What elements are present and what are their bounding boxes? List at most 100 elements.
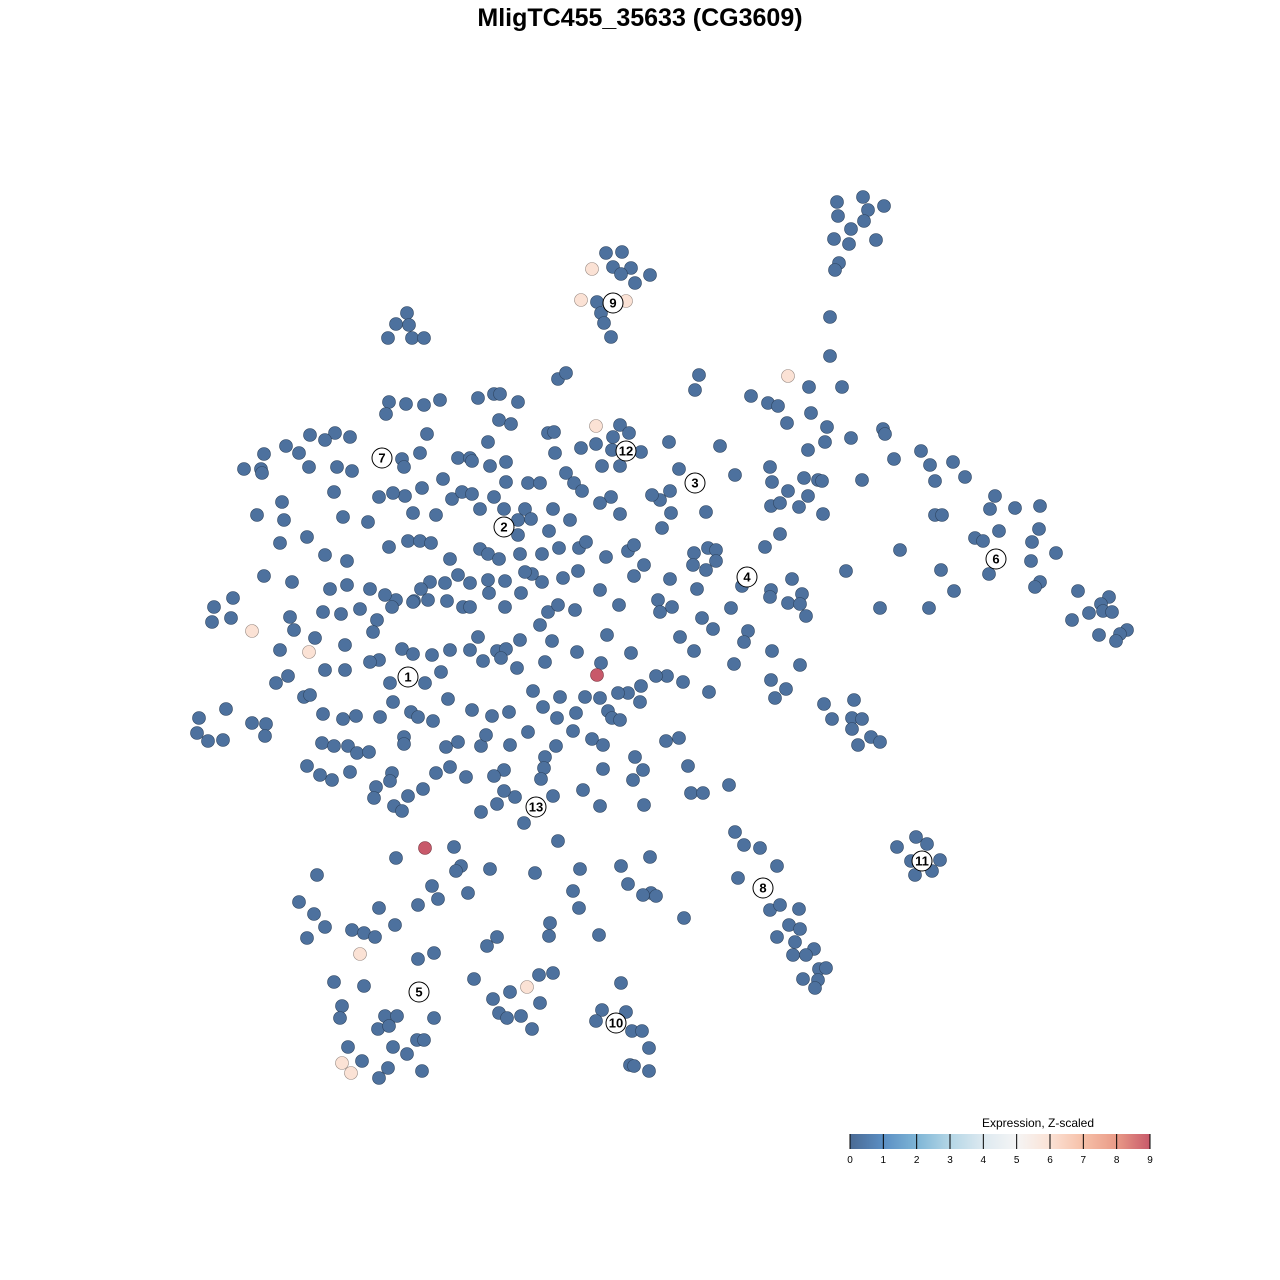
data-point xyxy=(451,568,465,582)
data-point xyxy=(285,575,299,589)
data-point xyxy=(713,439,727,453)
data-point xyxy=(613,459,627,473)
cluster-label-text: 2 xyxy=(500,520,507,535)
data-point xyxy=(857,214,871,228)
cluster-label-badge xyxy=(615,440,637,462)
data-point xyxy=(594,656,608,670)
data-point xyxy=(310,868,324,882)
data-point xyxy=(514,586,528,600)
data-point xyxy=(686,558,700,572)
data-point xyxy=(684,786,698,800)
data-point xyxy=(773,898,787,912)
data-point xyxy=(1032,522,1046,536)
data-point xyxy=(662,435,676,449)
data-point xyxy=(420,427,434,441)
data-point xyxy=(781,596,795,610)
data-point xyxy=(406,647,420,661)
cluster-label-badge xyxy=(605,1012,627,1034)
data-point xyxy=(593,496,607,510)
data-point xyxy=(433,393,447,407)
cluster-label-5: 5 xyxy=(408,981,430,1003)
data-point xyxy=(637,798,651,812)
data-point xyxy=(411,710,425,724)
data-point xyxy=(983,502,997,516)
data-point-high-expression xyxy=(245,624,259,638)
cluster-label-4: 4 xyxy=(736,566,758,588)
data-point xyxy=(563,513,577,527)
data-point xyxy=(785,572,799,586)
data-point xyxy=(308,631,322,645)
data-point xyxy=(397,460,411,474)
data-point xyxy=(514,1009,528,1023)
data-point xyxy=(269,676,283,690)
data-point xyxy=(424,536,438,550)
data-point xyxy=(283,610,297,624)
colorbar xyxy=(850,1134,1150,1149)
data-point xyxy=(1008,501,1022,515)
data-point xyxy=(504,417,518,431)
data-point xyxy=(367,791,381,805)
data-point xyxy=(830,195,844,209)
data-point xyxy=(765,644,779,658)
data-point xyxy=(649,889,663,903)
data-point xyxy=(389,851,403,865)
data-point xyxy=(349,709,363,723)
cluster-label-1: 1 xyxy=(397,666,419,688)
data-point xyxy=(604,330,618,344)
data-point xyxy=(328,426,342,440)
data-point xyxy=(350,746,364,760)
data-point xyxy=(443,643,457,657)
data-point xyxy=(255,466,269,480)
data-point xyxy=(851,738,865,752)
cluster-label-2: 2 xyxy=(493,516,515,538)
data-point xyxy=(946,455,960,469)
data-point xyxy=(672,462,686,476)
data-point xyxy=(1028,580,1042,594)
data-point xyxy=(765,475,779,489)
data-point xyxy=(771,399,785,413)
data-point xyxy=(386,695,400,709)
data-point xyxy=(257,447,271,461)
data-point xyxy=(934,563,948,577)
data-point-high-expression xyxy=(344,1066,358,1080)
data-point xyxy=(596,738,610,752)
cluster-label-10: 10 xyxy=(605,1012,627,1034)
data-point xyxy=(389,317,403,331)
data-point xyxy=(383,676,397,690)
data-point xyxy=(383,774,397,788)
data-point xyxy=(589,437,603,451)
data-point xyxy=(627,1059,641,1073)
data-point xyxy=(480,939,494,953)
data-point xyxy=(612,598,626,612)
data-point xyxy=(257,569,271,583)
data-point xyxy=(1024,554,1038,568)
data-point xyxy=(593,799,607,813)
data-point xyxy=(481,435,495,449)
data-point xyxy=(542,524,556,538)
data-point xyxy=(237,462,251,476)
data-point xyxy=(982,567,996,581)
data-point xyxy=(533,996,547,1010)
data-point xyxy=(499,475,513,489)
data-point xyxy=(988,489,1002,503)
data-point xyxy=(570,645,584,659)
cluster-label-7: 7 xyxy=(371,447,393,469)
data-point xyxy=(947,584,961,598)
cluster-label-badge xyxy=(493,516,515,538)
data-point xyxy=(300,759,314,773)
data-point xyxy=(1065,613,1079,627)
data-point xyxy=(681,759,695,773)
data-point xyxy=(447,840,461,854)
data-point xyxy=(445,492,459,506)
data-point xyxy=(1092,628,1106,642)
data-point-high-expression xyxy=(335,1056,349,1070)
data-point xyxy=(595,459,609,473)
data-point xyxy=(273,536,287,550)
cluster-label-badge xyxy=(911,850,933,872)
data-point xyxy=(801,489,815,503)
data-point xyxy=(842,237,856,251)
data-point xyxy=(482,586,496,600)
data-point xyxy=(541,605,555,619)
data-point xyxy=(526,684,540,698)
data-point xyxy=(673,630,687,644)
